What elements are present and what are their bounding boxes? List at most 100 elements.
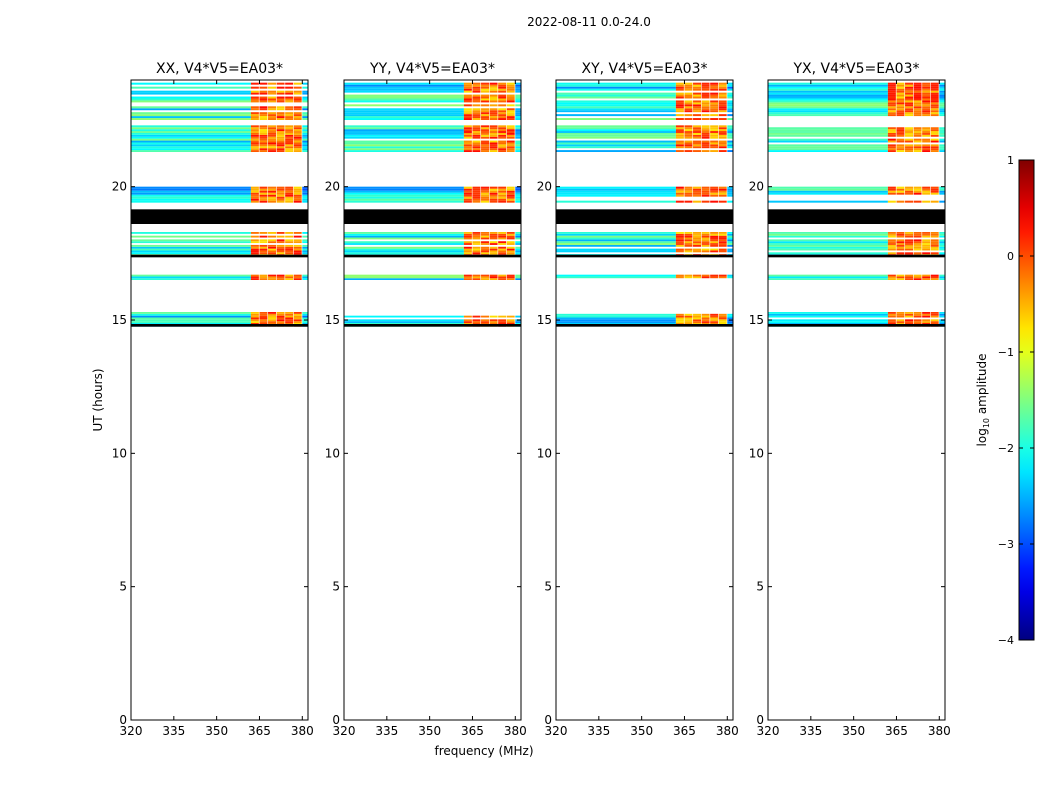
flagged-band bbox=[556, 254, 733, 258]
spectrum-row-tail bbox=[302, 106, 308, 109]
rfi-cell bbox=[250, 150, 259, 152]
rfi-cell bbox=[481, 192, 489, 195]
spectrum-row-tail bbox=[515, 90, 521, 93]
spectrum-row bbox=[556, 94, 676, 97]
y-axis-label: UT (hours) bbox=[91, 368, 105, 431]
spectrum-row bbox=[556, 319, 676, 322]
x-tick-label: 350 bbox=[205, 724, 228, 738]
rfi-cell bbox=[498, 315, 507, 318]
rfi-cell bbox=[684, 127, 693, 130]
rfi-cell bbox=[259, 131, 268, 133]
rfi-cell bbox=[285, 194, 294, 197]
rfi-cell bbox=[675, 92, 684, 95]
rfi-cell bbox=[684, 129, 693, 132]
spectrum-row-tail bbox=[302, 132, 308, 135]
rfi-cell bbox=[930, 243, 939, 245]
rfi-cell bbox=[701, 186, 710, 189]
spectrum-row-tail bbox=[727, 313, 733, 316]
rfi-cell bbox=[718, 190, 727, 193]
rfi-cell bbox=[293, 278, 302, 280]
rfi-cell bbox=[250, 125, 259, 128]
rfi-cell bbox=[259, 321, 268, 323]
rfi-cell bbox=[293, 134, 302, 137]
rfi-cell bbox=[293, 235, 302, 238]
rfi-cell bbox=[506, 104, 515, 107]
rfi-cell bbox=[896, 190, 905, 193]
rfi-cell bbox=[498, 112, 507, 115]
rfi-cell bbox=[905, 312, 913, 314]
spectrum-row bbox=[768, 146, 888, 149]
rfi-cell bbox=[896, 319, 905, 322]
rfi-cell bbox=[913, 108, 922, 111]
rfi-cell bbox=[250, 96, 259, 99]
rfi-cell bbox=[489, 127, 498, 130]
rfi-cell bbox=[693, 125, 701, 128]
rfi-cell bbox=[489, 140, 498, 143]
rfi-cell bbox=[922, 100, 931, 103]
spectrum-row bbox=[556, 127, 676, 130]
rfi-cell bbox=[498, 237, 507, 240]
colorbar-tick-label: −1 bbox=[998, 346, 1014, 359]
rfi-cell bbox=[922, 239, 931, 242]
rfi-cell bbox=[905, 140, 913, 143]
rfi-cell bbox=[268, 188, 276, 191]
rfi-cell bbox=[506, 125, 515, 128]
rfi-cell bbox=[922, 94, 931, 97]
rfi-cell bbox=[489, 110, 498, 113]
spectrum-row bbox=[131, 192, 251, 195]
rfi-cell bbox=[675, 323, 684, 325]
rfi-cell bbox=[675, 104, 684, 107]
spectrum-row-tail bbox=[727, 192, 733, 195]
spectrum-row-tail bbox=[939, 134, 945, 137]
rfi-cell bbox=[693, 146, 701, 149]
rfi-cell bbox=[887, 313, 896, 316]
spectrum-row-tail bbox=[939, 110, 945, 113]
rfi-cell bbox=[684, 250, 693, 253]
spectrum-row bbox=[768, 82, 888, 85]
panels: XX, V4*V5=EA03*320 335 350 365 38005101520YY… bbox=[112, 61, 951, 738]
rfi-cell bbox=[675, 319, 684, 322]
spectrum-row-tail bbox=[302, 92, 308, 95]
rfi-cell bbox=[250, 241, 259, 244]
rfi-cell bbox=[293, 144, 302, 147]
rfi-cell bbox=[506, 146, 515, 149]
rfi-cell bbox=[684, 323, 693, 325]
rfi-cell bbox=[498, 192, 507, 195]
rfi-cell bbox=[896, 110, 905, 113]
rfi-cell bbox=[693, 127, 701, 130]
rfi-cell bbox=[276, 250, 285, 253]
spectrum-row bbox=[131, 144, 251, 147]
rfi-cell bbox=[472, 274, 481, 277]
rfi-cell bbox=[268, 125, 276, 128]
rfi-cell bbox=[693, 319, 701, 322]
rfi-cell bbox=[684, 243, 693, 245]
rfi-cell bbox=[481, 319, 489, 322]
x-tick-label: 350 bbox=[630, 724, 653, 738]
flagged-band bbox=[344, 254, 521, 258]
rfi-cell bbox=[693, 237, 701, 240]
rfi-cell bbox=[463, 132, 472, 135]
rfi-cell bbox=[268, 127, 276, 130]
rfi-cell bbox=[472, 100, 481, 103]
rfi-cell bbox=[276, 317, 285, 320]
rfi-cell bbox=[268, 131, 276, 133]
rfi-cell bbox=[276, 118, 285, 120]
rfi-cell bbox=[896, 313, 905, 316]
rfi-cell bbox=[905, 127, 913, 130]
spectrum-row-tail bbox=[302, 235, 308, 238]
rfi-cell bbox=[268, 192, 276, 195]
rfi-cell bbox=[259, 90, 268, 93]
rfi-cell bbox=[276, 232, 285, 234]
spectrum-row bbox=[768, 132, 888, 135]
y-tick-label: 15 bbox=[749, 313, 764, 327]
x-tick-label: 320 bbox=[757, 724, 780, 738]
rfi-cell bbox=[250, 114, 259, 117]
spectrum-row bbox=[131, 96, 251, 99]
y-tick-label: 15 bbox=[112, 313, 127, 327]
rfi-cell bbox=[268, 132, 276, 135]
rfi-cell bbox=[259, 129, 268, 132]
spectrum-row bbox=[556, 233, 676, 236]
rfi-cell bbox=[489, 131, 498, 133]
rfi-cell bbox=[285, 315, 294, 318]
rfi-cell bbox=[259, 150, 268, 152]
